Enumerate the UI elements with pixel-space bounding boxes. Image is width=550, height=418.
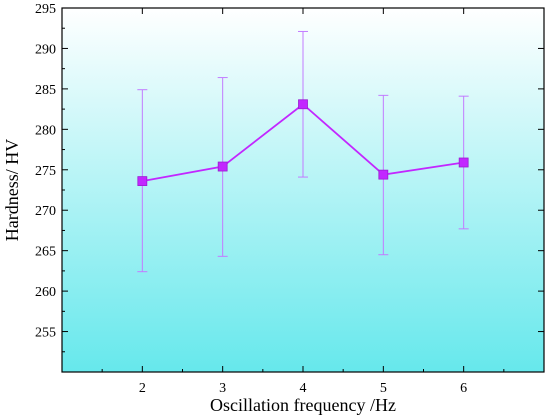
x-tick-label: 3 (219, 381, 226, 396)
data-point (378, 169, 389, 180)
y-axis-title: Hardness/ HV (2, 139, 22, 241)
x-tick-label: 4 (300, 381, 307, 396)
data-point (137, 176, 148, 187)
x-axis-title: Oscillation frequency /Hz (210, 395, 396, 415)
y-tick-label: 265 (35, 245, 56, 260)
data-point (298, 99, 308, 110)
y-tick-label: 275 (35, 164, 56, 179)
y-tick-label: 255 (35, 326, 56, 341)
y-tick-label: 295 (35, 2, 56, 17)
y-tick-label: 285 (35, 83, 56, 98)
y-tick-label: 290 (35, 42, 56, 57)
y-tick-label: 270 (35, 204, 56, 219)
y-tick-label: 280 (35, 123, 56, 138)
data-point (458, 157, 469, 168)
x-tick-label: 5 (380, 381, 387, 396)
x-tick-label: 6 (460, 381, 467, 396)
y-tick-label: 260 (35, 285, 56, 300)
data-point (217, 161, 228, 172)
x-tick-label: 2 (139, 381, 146, 396)
